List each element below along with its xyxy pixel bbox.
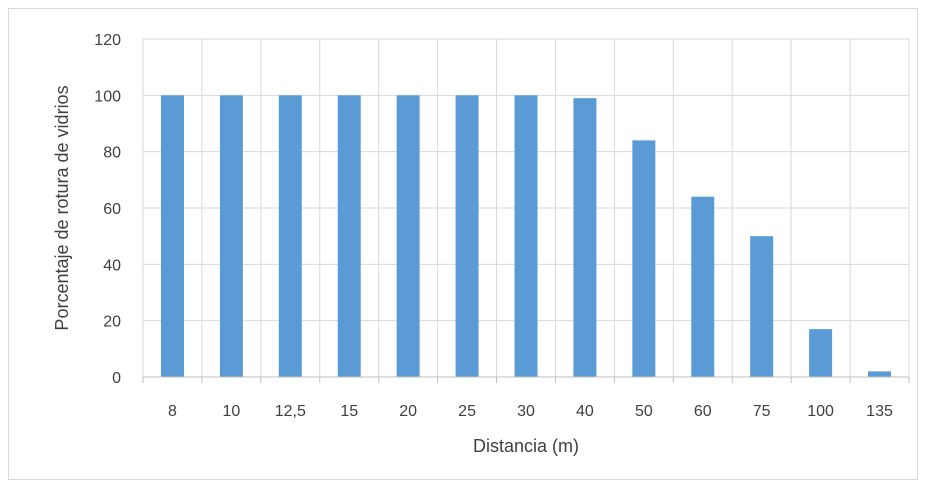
y-tick-label: 100: [94, 88, 121, 105]
x-tick-label: 25: [458, 403, 476, 420]
y-tick-label: 20: [103, 314, 121, 331]
bar: [337, 95, 361, 377]
x-tick-label: 135: [866, 403, 893, 420]
y-axis-title: Porcentaje de rotura de vidrios: [52, 85, 72, 330]
bar: [632, 140, 656, 377]
bar: [573, 98, 597, 378]
x-tick-label: 12,5: [275, 403, 306, 420]
bar: [868, 371, 892, 377]
x-tick-label: 60: [694, 403, 712, 420]
y-tick-label: 60: [103, 201, 121, 218]
bar: [278, 95, 302, 377]
x-tick-label: 40: [576, 403, 594, 420]
tick-labels: 0 20 40 60 80 100 120 8 10 12,5 15 20 25 30 40 50 60 75 10…: [94, 32, 893, 420]
bar: [691, 196, 715, 377]
y-tick-label: 80: [103, 145, 121, 162]
gridlines: [142, 38, 910, 377]
x-tick-label: 10: [222, 403, 240, 420]
bar: [514, 95, 538, 377]
x-tick-label: 30: [517, 403, 535, 420]
bar: [455, 95, 479, 377]
x-tick-label: 8: [168, 403, 177, 420]
y-tick-label: 40: [103, 257, 121, 274]
x-axis-title: Distancia (m): [473, 436, 579, 456]
bar: [750, 236, 774, 377]
axes: [142, 376, 910, 383]
bar: [219, 95, 243, 377]
x-tick-label: 20: [399, 403, 417, 420]
y-tick-label: 0: [112, 370, 121, 387]
bar: [160, 95, 184, 377]
x-tick-label: 50: [635, 403, 653, 420]
bars: [160, 95, 892, 378]
bar: [809, 329, 833, 377]
x-tick-label: 75: [753, 403, 771, 420]
x-tick-label: 100: [807, 403, 834, 420]
y-tick-label: 120: [94, 32, 121, 49]
x-tick-label: 15: [340, 403, 358, 420]
bar: [396, 95, 420, 377]
